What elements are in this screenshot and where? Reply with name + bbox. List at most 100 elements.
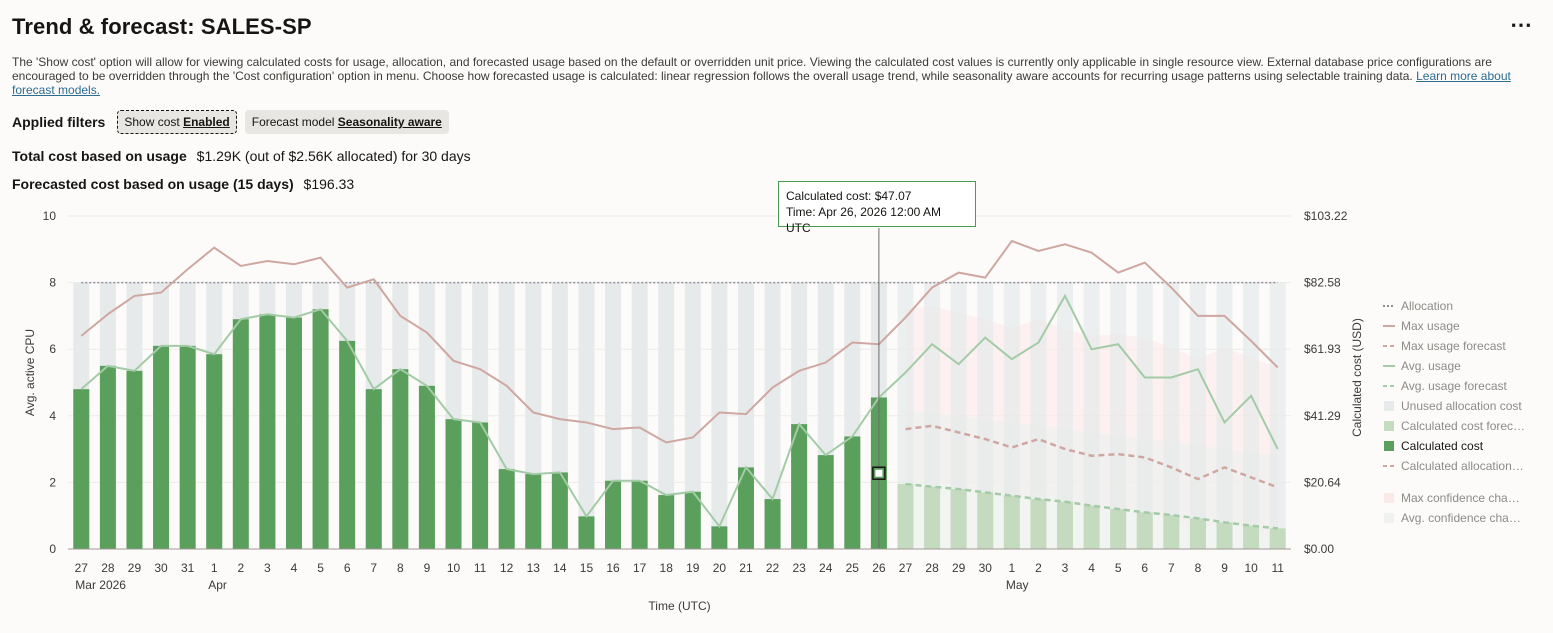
total-cost-label: Total cost based on usage [12,148,187,164]
x-tick-label: 20 [713,561,727,575]
legend-swatch [1384,441,1394,451]
calculated-cost-bar [658,495,675,549]
legend-item[interactable]: Avg. usage forecast [1383,379,1508,393]
show-cost-chip-name: Show cost [124,115,180,129]
forecast-model-filter-chip[interactable]: Forecast model Seasonality aware [244,110,449,134]
forecast-cost-bar [1003,495,1020,549]
legend-label: Calculated cost [1401,439,1484,453]
x-tick-label: 1 [211,561,218,575]
x-tick-label: 28 [101,561,115,575]
unused-allocation-bar [1216,282,1233,549]
x-tick-label: 21 [739,561,753,575]
calculated-cost-bar [339,340,356,549]
unused-allocation-bar [658,282,675,549]
y-tick-label: 6 [49,342,56,356]
legend-item[interactable]: Unused allocation cost [1384,399,1522,413]
calculated-cost-bar [445,419,462,549]
legend-swatch [1384,493,1394,503]
y-tick-label: 4 [49,409,56,423]
legend-item[interactable]: Calculated cost forec… [1384,419,1525,433]
x-tick-label: 17 [633,561,647,575]
unused-allocation-bar [1136,282,1153,549]
unused-allocation-bar [1003,282,1020,549]
legend-item[interactable]: Calculated allocation… [1383,459,1524,473]
y-tick-label: 10 [43,209,57,223]
total-cost-value: $1.29K (out of $2.56K allocated) for 30 … [196,148,471,164]
calculated-cost-bar [578,516,595,549]
x-tick-label: 7 [370,561,377,575]
x-tick-label: 25 [846,561,860,575]
legend-item[interactable]: Max usage [1383,319,1460,333]
x-tick-label: 2 [237,561,244,575]
legend-item[interactable]: Avg. usage [1383,359,1461,373]
calculated-cost-bar [817,455,834,549]
y2-tick-label: $103.22 [1304,209,1348,223]
calculated-cost-bar [206,354,223,549]
legend-item[interactable]: Max usage forecast [1383,339,1506,353]
show-cost-filter-chip[interactable]: Show cost Enabled [117,110,237,134]
forecast-cost-bar [1189,518,1206,549]
x-tick-label: 30 [979,561,993,575]
y2-axis-title: Calculated cost (USD) [1350,318,1364,437]
unused-allocation-bar [897,282,914,549]
x-month-label: May [1006,578,1029,592]
x-tick-label: 14 [553,561,567,575]
x-tick-label: 11 [1271,561,1284,575]
x-month-label: Apr [208,578,227,592]
legend-label: Max usage [1401,319,1460,333]
y2-tick-label: $41.29 [1304,409,1341,423]
x-tick-label: 27 [75,561,89,575]
calculated-cost-bar [472,422,489,549]
calculated-cost-bar [764,499,781,549]
calculated-cost-bar [551,472,568,549]
x-tick-label: 6 [1141,561,1148,575]
legend-item[interactable]: Allocation [1383,299,1453,313]
calculated-cost-bar [418,385,435,549]
calculated-cost-bar [631,480,648,549]
calculated-cost-bar [711,526,728,549]
forecast-cost-bar [950,489,967,549]
more-options-icon[interactable]: ⋯ [1510,12,1533,37]
x-tick-label: 5 [317,561,324,575]
y2-tick-label: $82.58 [1304,276,1341,290]
calculated-cost-bar [312,309,329,549]
calculated-cost-bar [153,345,170,549]
forecast-cost-bar [1030,499,1047,549]
forecast-cost-bar [1269,528,1286,549]
x-tick-label: 31 [181,561,195,575]
calculated-cost-bar [498,469,515,549]
legend-item[interactable]: Avg. confidence cha… [1384,511,1521,525]
unused-allocation-bar [1163,282,1180,549]
forecast-cost-bar [1136,512,1153,549]
legend-item[interactable]: Max confidence cha… [1384,491,1520,505]
x-tick-label: 1 [1008,561,1015,575]
legend-item[interactable]: Calculated cost [1384,439,1484,453]
unused-allocation-bar [711,282,728,549]
forecast-cost-bar [1083,505,1100,549]
page-title: Trend & forecast: SALES-SP [12,14,312,39]
y2-tick-label: $61.93 [1304,342,1341,356]
x-tick-label: 23 [792,561,806,575]
calculated-cost-bar [525,474,542,549]
calculated-cost-bar [684,491,701,549]
unused-allocation-bar [977,282,994,549]
legend-label: Avg. confidence cha… [1401,511,1521,525]
y-tick-label: 2 [49,475,56,489]
tooltip-line-time: Time: Apr 26, 2026 12:00 AM UTC [786,205,941,235]
unused-allocation-bar [1057,282,1074,549]
legend-label: Calculated cost forec… [1401,419,1525,433]
calculated-cost-bar [365,389,382,549]
avg-usage-line [80,293,1279,529]
unused-allocation-bar [950,282,967,549]
learn-more-link[interactable]: Learn more about forecast models. [12,69,1511,97]
forecast-cost-label: Forecasted cost based on usage (15 days) [12,176,294,192]
forecast-model-chip-name: Forecast model [251,115,335,129]
calculated-cost-bar [605,480,622,549]
legend-label: Avg. usage forecast [1401,379,1508,393]
highlight-marker-inner [874,468,884,478]
description: The 'Show cost' option will allow for vi… [12,55,1542,97]
calculated-cost-bar [791,424,808,549]
unused-allocation-bar [578,282,595,549]
x-tick-label: 27 [899,561,913,575]
